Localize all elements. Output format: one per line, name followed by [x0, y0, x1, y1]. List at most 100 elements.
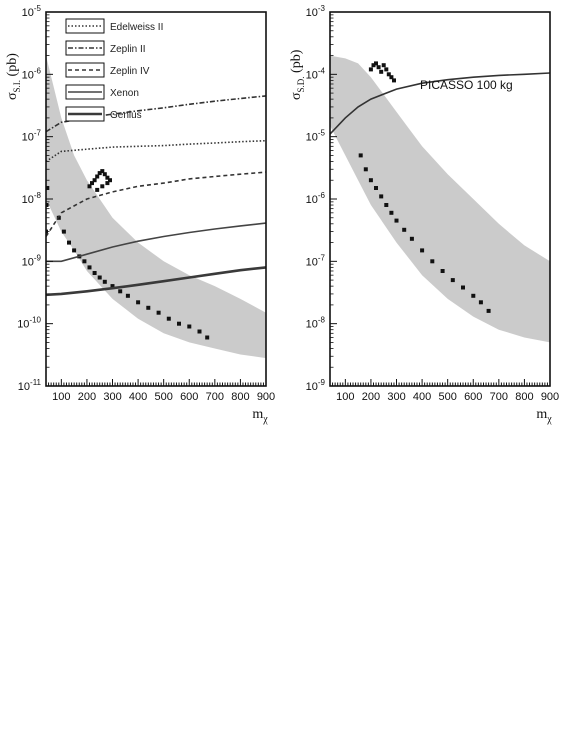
scatter-point — [430, 259, 435, 264]
scatter-point — [82, 259, 87, 264]
scatter-point — [108, 178, 112, 183]
y-tick-label: 10-6 — [22, 66, 42, 81]
scatter-point — [92, 178, 97, 183]
x-tick-label: 800 — [515, 391, 533, 403]
x-tick-label: 600 — [464, 391, 482, 403]
legend-entry-label: Zeplin IV — [110, 66, 150, 77]
y-tick-label: 10-8 — [22, 191, 42, 206]
scatter-point — [97, 275, 102, 280]
legend-entry-label: Edelweiss II — [110, 22, 163, 33]
scatter-point — [110, 284, 115, 289]
scatter-point — [478, 300, 483, 305]
x-tick-label: 100 — [52, 391, 70, 403]
scatter-point — [90, 181, 94, 186]
curve-annotation: PICASSO 100 kg — [420, 78, 513, 92]
scatter-point — [409, 236, 414, 241]
allowed-region-band — [46, 55, 266, 359]
legend-swatch-box — [65, 18, 105, 34]
scatter-point — [187, 324, 192, 329]
legend-swatch-box — [65, 40, 105, 56]
x-tick-label: 600 — [180, 391, 198, 403]
scatter-point — [72, 248, 77, 253]
scatter-point — [368, 67, 373, 72]
x-tick-label: 500 — [438, 391, 456, 403]
scatter-point — [87, 184, 92, 189]
scatter-point — [379, 194, 384, 199]
scatter-point — [146, 305, 151, 310]
scatter-point — [371, 63, 376, 68]
scatter-point — [374, 61, 378, 66]
y-axis-label: σS.I. (pb) — [5, 53, 22, 100]
scatter-point — [87, 265, 92, 270]
scatter-point — [102, 279, 107, 284]
panel-spin-independent: 100 200 300 400 500 600 700 800 900 10-11 10-10 10-… — [5, 4, 275, 425]
y-tick-label: 10-4 — [306, 66, 326, 81]
scatter-point — [394, 218, 399, 223]
scatter-point — [389, 75, 394, 80]
allowed-region-band — [330, 55, 550, 343]
series-line-picasso-100-kg — [330, 72, 550, 135]
scatter-point — [386, 72, 391, 77]
series-line-zeplin-ii — [46, 95, 266, 133]
y-tick-label: 10-9 — [22, 253, 42, 268]
scatter-point — [392, 78, 396, 83]
scatter-point — [389, 210, 394, 215]
scatter-point — [379, 69, 384, 74]
x-tick-label: 800 — [231, 391, 249, 403]
scatter-point — [105, 181, 110, 186]
y-tick-label: 10-8 — [306, 316, 326, 331]
scatter-point — [420, 248, 425, 253]
scatter-point — [97, 171, 102, 176]
x-tick-label: 900 — [541, 391, 559, 403]
scatter-point — [100, 169, 105, 174]
legend-entry-label: Zeplin II — [110, 44, 146, 55]
scatter-point — [374, 186, 378, 190]
legend: Edelweiss II Zeplin II Zeplin IV Xenon Geniu… — [65, 18, 163, 122]
legend-entry-label: Genius — [110, 110, 142, 121]
x-tick-label: 900 — [257, 391, 275, 403]
series-line-zeplin-iv — [46, 171, 266, 237]
scatter-point — [197, 329, 202, 334]
scatter-point — [384, 67, 389, 72]
series-line-xenon — [46, 222, 266, 263]
y-tick-label: 10-5 — [22, 4, 42, 19]
plot-area — [330, 55, 550, 343]
x-tick-label: 100 — [336, 391, 354, 403]
scatter-point — [105, 175, 110, 180]
y-tick-label: 10-3 — [306, 4, 326, 19]
scatter-point — [205, 335, 210, 340]
x-tick-label: 300 — [103, 391, 121, 403]
scatter-point — [92, 271, 97, 275]
x-axis-label: mχ — [536, 407, 552, 425]
scatter-point — [471, 293, 476, 298]
legend-entry-label: Xenon — [110, 88, 139, 99]
y-tick-label: 10-10 — [17, 316, 41, 331]
y-tick-label: 10-9 — [306, 378, 326, 393]
scatter-point — [95, 187, 100, 192]
scatter-point — [136, 300, 141, 305]
series-line-genius — [46, 266, 266, 297]
panel-spin-dependent: 100 200 300 400 500 600 700 800 900 10-9 10-8 10-7 1… — [289, 4, 559, 425]
y-tick-label: 10-11 — [18, 378, 42, 393]
scatter-point — [381, 63, 386, 68]
scatter-point — [376, 65, 381, 70]
scatter-point — [102, 172, 107, 177]
x-tick-label: 700 — [206, 391, 224, 403]
scatter-point — [358, 153, 363, 158]
scatter-point — [440, 269, 445, 273]
scatter-point — [125, 293, 130, 298]
x-tick-label: 200 — [78, 391, 96, 403]
x-tick-label: 400 — [129, 391, 147, 403]
y-tick-label: 10-7 — [306, 253, 326, 268]
x-tick-label: 200 — [362, 391, 380, 403]
y-tick-label: 10-5 — [306, 129, 326, 144]
scatter-point — [46, 186, 50, 190]
x-tick-label: 300 — [387, 391, 405, 403]
scatter-point — [461, 285, 465, 290]
scatter-point — [177, 321, 181, 326]
scatter-point — [67, 240, 71, 245]
scatter-point — [95, 174, 100, 179]
scatter-point — [384, 203, 389, 207]
x-tick-label: 500 — [154, 391, 172, 403]
